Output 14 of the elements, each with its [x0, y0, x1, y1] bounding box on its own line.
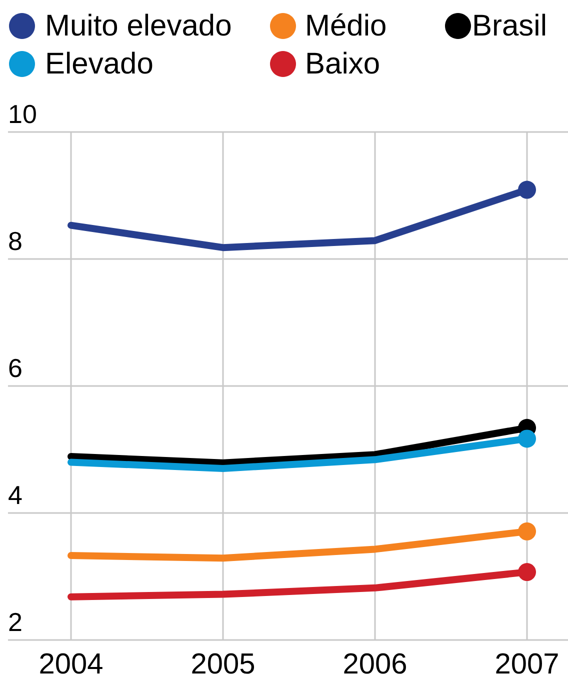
x-tick-label: 2004: [38, 648, 104, 677]
legend-label: Baixo: [305, 48, 380, 80]
y-tick-label: 10: [8, 99, 37, 129]
y-tick-label: 6: [8, 353, 22, 383]
x-tick-label: 2007: [494, 648, 560, 677]
x-tick-label: 2005: [190, 648, 256, 677]
y-tick-label: 4: [8, 480, 22, 510]
legend-label: Elevado: [45, 48, 154, 80]
legend-label: Brasil: [472, 10, 548, 42]
x-tick-label: 2006: [342, 648, 408, 677]
y-tick-label: 8: [8, 226, 22, 256]
y-tick-label: 2: [8, 607, 22, 637]
legend-label: Médio: [305, 10, 387, 42]
legend-label: Muito elevado: [45, 10, 232, 42]
